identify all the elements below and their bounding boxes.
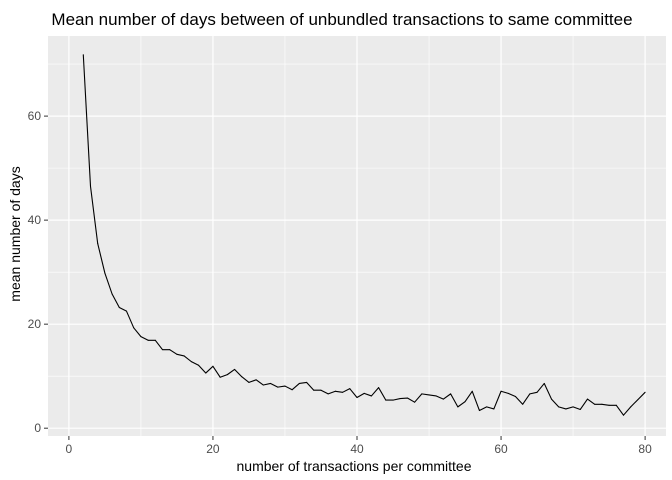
data-point <box>89 185 91 187</box>
y-tick-label: 40 <box>28 213 42 227</box>
data-point <box>248 381 250 383</box>
y-tick-label: 0 <box>34 421 41 435</box>
data-point <box>385 399 387 401</box>
data-point <box>594 403 596 405</box>
y-axis-ticks: 0 20 40 60 <box>28 109 48 435</box>
data-point <box>226 374 228 376</box>
data-point <box>478 410 480 412</box>
data-point <box>586 398 588 400</box>
data-point <box>219 376 221 378</box>
x-axis-ticks: 0 20 40 60 80 <box>66 436 652 456</box>
data-point <box>270 382 272 384</box>
data-point <box>176 353 178 355</box>
y-tick-label: 20 <box>28 317 42 331</box>
data-point <box>212 365 214 367</box>
data-point <box>313 389 315 391</box>
data-point <box>378 387 380 389</box>
data-point <box>579 408 581 410</box>
data-point <box>97 243 99 245</box>
x-tick-label: 20 <box>206 442 220 456</box>
data-point <box>471 390 473 392</box>
data-point <box>623 414 625 416</box>
data-point <box>140 336 142 338</box>
data-point <box>262 384 264 386</box>
data-point <box>183 355 185 357</box>
data-point <box>342 391 344 393</box>
data-point <box>644 391 646 393</box>
data-point <box>486 406 488 408</box>
data-point <box>306 381 308 383</box>
data-point <box>464 401 466 403</box>
series-layer <box>82 54 646 416</box>
data-point <box>241 376 243 378</box>
data-point <box>291 389 293 391</box>
data-point <box>205 372 207 374</box>
data-point <box>162 349 164 351</box>
y-tick-label: 60 <box>28 109 42 123</box>
data-point <box>457 406 459 408</box>
data-point <box>82 54 84 56</box>
data-point <box>190 361 192 363</box>
data-point <box>637 399 639 401</box>
data-point <box>550 398 552 400</box>
data-point <box>392 399 394 401</box>
data-point <box>370 395 372 397</box>
data-point <box>450 393 452 395</box>
data-point <box>126 310 128 312</box>
data-point <box>198 364 200 366</box>
data-point <box>500 390 502 392</box>
data-point <box>442 398 444 400</box>
data-point <box>320 389 322 391</box>
data-point <box>334 390 336 392</box>
data-point <box>421 393 423 395</box>
data-point <box>169 349 171 351</box>
data-point <box>147 339 149 341</box>
data-point <box>428 394 430 396</box>
data-point <box>536 391 538 393</box>
data-point <box>356 397 358 399</box>
data-point <box>298 382 300 384</box>
data-point <box>435 395 437 397</box>
x-tick-label: 60 <box>494 442 508 456</box>
data-point <box>234 368 236 370</box>
data-point <box>601 403 603 405</box>
data-point <box>630 406 632 408</box>
data-point <box>514 395 516 397</box>
data-point <box>615 404 617 406</box>
data-point <box>543 382 545 384</box>
x-axis-title: number of transactions per committee <box>237 458 472 474</box>
data-point <box>572 406 574 408</box>
data-point <box>522 403 524 405</box>
data-point <box>277 386 279 388</box>
data-point <box>284 385 286 387</box>
data-point <box>255 379 257 381</box>
data-point <box>363 392 365 394</box>
data-point <box>565 408 567 410</box>
grid-major <box>48 36 666 436</box>
chart-title: Mean number of days between of unbundled… <box>51 10 632 29</box>
data-point <box>414 401 416 403</box>
data-point <box>118 307 120 309</box>
data-point <box>558 406 560 408</box>
x-tick-label: 40 <box>350 442 364 456</box>
data-point <box>608 404 610 406</box>
data-point <box>154 339 156 341</box>
data-point <box>104 272 106 274</box>
data-point <box>327 393 329 395</box>
data-point <box>111 293 113 295</box>
data-point <box>507 392 509 394</box>
y-axis-title: mean number of days <box>7 166 23 301</box>
data-point <box>349 388 351 390</box>
data-point <box>493 408 495 410</box>
data-point <box>529 393 531 395</box>
data-point <box>406 397 408 399</box>
x-tick-label: 0 <box>66 442 73 456</box>
data-point <box>133 327 135 329</box>
x-tick-label: 80 <box>638 442 652 456</box>
data-point <box>399 398 401 400</box>
